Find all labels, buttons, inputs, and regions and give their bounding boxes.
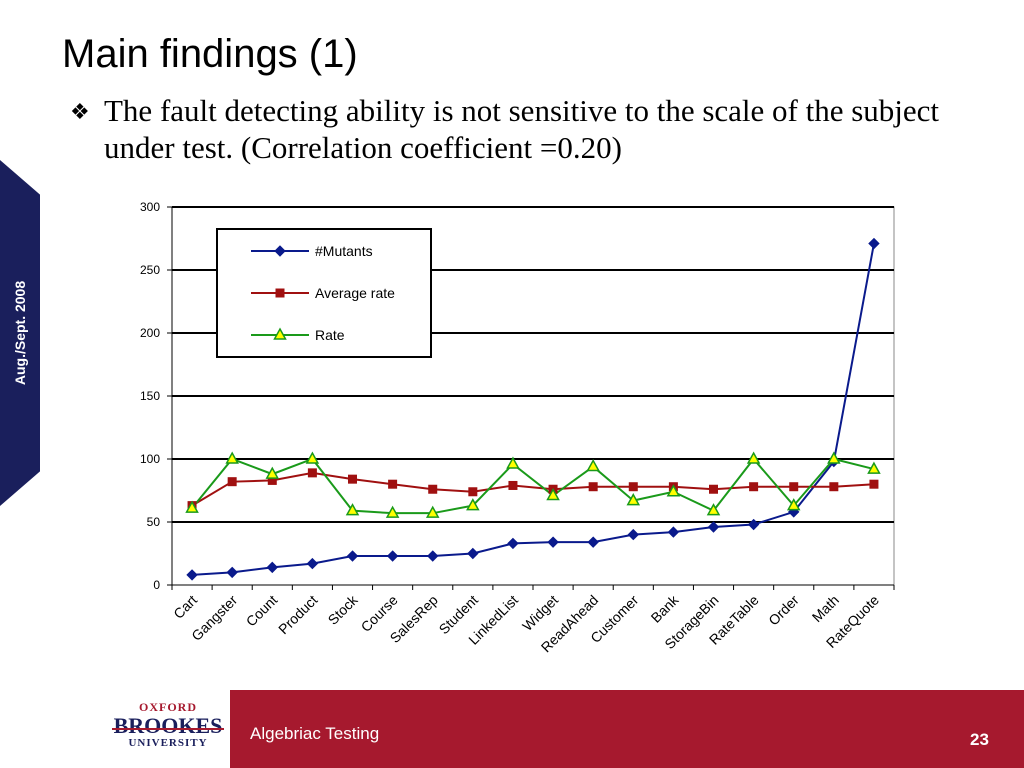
- series-2-point: [185, 500, 199, 513]
- diamond-bullet-icon: ❖: [70, 100, 90, 125]
- y-tick-label: 150: [140, 389, 160, 403]
- slide-title: Main findings (1): [62, 32, 358, 76]
- series-1-point: [869, 479, 879, 489]
- x-tick-label: Bank: [648, 591, 683, 626]
- series-1-point: [227, 477, 237, 487]
- series-0-point: [226, 566, 238, 579]
- series-0-point: [266, 561, 278, 574]
- y-tick-label: 300: [140, 200, 160, 214]
- footer-band: [230, 690, 1024, 768]
- legend-label: Rate: [315, 327, 345, 343]
- series-0-point: [707, 521, 720, 533]
- series-0-point: [627, 528, 639, 541]
- legend-label: #Mutants: [315, 243, 373, 259]
- series-2-point: [546, 487, 560, 501]
- series-2-point: [385, 505, 400, 518]
- logo-divider: [112, 728, 224, 730]
- series-line-2: [191, 457, 875, 515]
- x-tick-label: Math: [809, 592, 842, 625]
- y-tick-label: 50: [147, 515, 161, 529]
- x-tick-label: Cart: [170, 592, 200, 622]
- series-0-point: [747, 518, 760, 531]
- series-2-point: [425, 505, 440, 518]
- series-0-point: [667, 526, 680, 538]
- oxford-brookes-logo: OXFORD BROOKES UNIVERSITY: [108, 700, 228, 749]
- side-tab-label-wrap: Aug./Sept. 2008: [0, 160, 40, 506]
- series-0-point: [547, 536, 559, 548]
- series-0-point: [868, 237, 880, 250]
- series-1-point: [749, 482, 759, 492]
- series-2-point: [345, 503, 360, 516]
- line-chart: 0 50 100 150 200 250 300 Cart Gangster Count Produ…: [110, 195, 910, 685]
- series-line-0: [191, 243, 875, 576]
- legend-label: Average rate: [315, 285, 395, 301]
- series-0-point: [507, 537, 519, 550]
- series-2-point: [466, 498, 480, 511]
- side-tab: [0, 160, 40, 506]
- series-1-point: [789, 482, 799, 492]
- series-1-point: [348, 474, 357, 484]
- legend-marker: [274, 245, 286, 257]
- bullet-point: ❖ The fault detecting ability is not sen…: [70, 92, 1010, 166]
- series-1-point: [829, 482, 839, 492]
- series-0-point: [467, 547, 479, 560]
- bullet-text: The fault detecting ability is not sensi…: [104, 93, 940, 165]
- series-0-point: [427, 550, 439, 562]
- side-tab-date: Aug./Sept. 2008: [12, 280, 29, 386]
- series-2-point: [586, 459, 600, 472]
- series-0-point: [346, 550, 359, 562]
- series-0-point: [386, 550, 399, 562]
- series-line-1: [191, 471, 875, 507]
- series-2-point: [827, 451, 841, 464]
- x-tick-label: Order: [765, 592, 802, 629]
- series-0-point: [186, 569, 198, 581]
- series-1-point: [468, 487, 478, 497]
- series-0-point: [587, 536, 599, 548]
- series-2-point: [305, 451, 320, 464]
- y-tick-label: 100: [140, 452, 160, 466]
- x-tick-label: Count: [243, 592, 281, 630]
- series-2-point: [786, 498, 801, 511]
- legend-marker: [273, 327, 287, 340]
- series-2-point: [746, 451, 761, 464]
- series-1-point: [388, 479, 398, 489]
- logo-line-2: BROOKES: [113, 713, 223, 738]
- series-1-point: [588, 482, 598, 492]
- series-1-point: [428, 484, 438, 494]
- x-tick-label: Stock: [325, 591, 362, 628]
- series-0-point: [306, 557, 319, 570]
- series-2-point: [666, 484, 681, 497]
- legend-marker: [275, 288, 285, 298]
- logo-line-1: OXFORD: [139, 700, 197, 714]
- series-1-point: [307, 468, 317, 478]
- series-2-point: [225, 451, 239, 464]
- y-tick-label: 0: [153, 578, 160, 592]
- series-2-point: [506, 456, 520, 469]
- y-tick-label: 200: [140, 326, 160, 340]
- series-2-point: [626, 493, 641, 506]
- series-1-point: [709, 484, 718, 494]
- logo-line-3: UNIVERSITY: [128, 737, 208, 749]
- series-2-point: [867, 461, 881, 474]
- series-2-point: [706, 503, 721, 516]
- series-2-point: [265, 466, 280, 479]
- series-1-point: [628, 482, 638, 492]
- page-number: 23: [970, 730, 989, 749]
- series-1-point: [508, 480, 518, 490]
- y-tick-label: 250: [140, 263, 160, 277]
- x-tick-label: Product: [275, 592, 321, 638]
- footer-title: Algebriac Testing: [250, 724, 380, 743]
